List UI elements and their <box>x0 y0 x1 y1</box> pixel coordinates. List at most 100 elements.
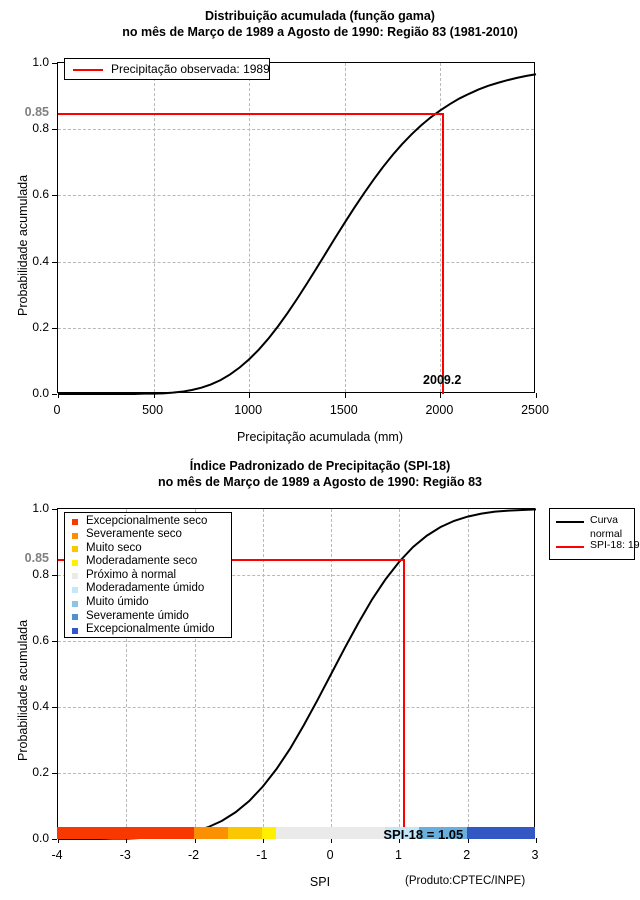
gridline-horizontal <box>58 575 534 576</box>
probability-marker-label-bottom: 0.85 <box>24 550 49 565</box>
x-tick-label: 0 <box>326 848 334 862</box>
y-tick <box>52 261 57 263</box>
legend-label-spi-observed: SPI-18: 1989 <box>590 539 640 551</box>
legend-swatch-5 <box>72 573 78 580</box>
x-tick-label: 0 <box>53 403 61 417</box>
legend-line-spi-observed <box>556 546 584 548</box>
y-tick <box>52 773 57 774</box>
x-tick <box>58 838 59 843</box>
y-tick-label: 0.8 <box>32 121 49 136</box>
legend-swatch-1 <box>72 519 78 525</box>
x-tick-label: -4 <box>51 848 63 862</box>
gridline-vertical <box>399 509 401 837</box>
y-tick <box>52 707 57 708</box>
y-tick-label: 0.2 <box>32 765 49 779</box>
y-tick-label: 1.0 <box>32 501 49 515</box>
chart-panel-spi: Índice Padronizado de Precipitação (SPI-… <box>0 450 640 900</box>
legend-label-classification: Excepcionalmente úmido <box>86 623 215 636</box>
gridline-horizontal <box>58 773 534 774</box>
legend-precipitation: Precipitação observada: 1989 <box>64 58 270 80</box>
colorbar-segment-2 <box>193 827 228 839</box>
legend-row-classification: Excepcionalmente úmido <box>65 623 231 638</box>
legend-swatch-8 <box>72 614 78 621</box>
x-tick <box>262 838 264 843</box>
x-tick <box>440 393 442 398</box>
chart-panel-precipitation: Distribuição acumulada (função gama) no … <box>0 8 640 444</box>
y-tick <box>52 839 57 840</box>
x-tick-label: 2500 <box>521 403 549 417</box>
legend-swatch-6 <box>72 586 78 593</box>
x-tick-label: -1 <box>256 848 268 862</box>
x-tick <box>58 393 59 398</box>
y-tick <box>52 641 57 642</box>
series-curve-precipitation <box>58 73 537 395</box>
legend-label-classification: Excepcionalmente seco <box>86 514 208 527</box>
legend-label-classification: Moderadamente seco <box>86 555 198 568</box>
x-tick <box>467 838 469 843</box>
x-tick <box>126 838 128 843</box>
x-tick <box>344 393 346 398</box>
colorbar-segment-7 <box>418 827 467 839</box>
colorbar-segment-3 <box>227 827 262 839</box>
gridline-vertical <box>344 63 346 392</box>
chart-title-precipitation: Distribuição acumulada (função gama) no … <box>0 8 640 40</box>
x-tick <box>331 838 333 843</box>
gridline-vertical <box>126 509 128 837</box>
legend-label-classification: Moderadamente úmido <box>86 582 205 595</box>
y-tick-label: 0.0 <box>32 386 49 400</box>
legend-line-observed <box>73 69 103 71</box>
legend-swatch-7 <box>72 600 78 607</box>
legend-label-observed: Precipitação observada: 1989 <box>111 62 270 76</box>
legend-row-classification: Severamente úmido <box>65 610 231 624</box>
x-tick <box>153 393 155 398</box>
spi-value-label: SPI-18 = 1.05 <box>383 827 464 842</box>
x-tick <box>249 393 251 398</box>
gridline-vertical <box>249 63 251 392</box>
probability-marker-label-top: 0.85 <box>24 104 49 119</box>
y-tick <box>52 63 57 64</box>
x-tick-label: 1 <box>394 848 402 862</box>
chart-title-line2: no mês de Março de 1989 a Agosto de 1990… <box>122 25 518 39</box>
legend-label-classification: Severamente úmido <box>86 609 189 622</box>
gridline-horizontal <box>58 641 534 642</box>
y-tick <box>52 129 57 131</box>
colorbar-segment-5 <box>275 827 385 839</box>
gridline-vertical <box>153 63 155 392</box>
observed-value-label: 2009.2 <box>423 373 462 387</box>
legend-row-classification: Excepcionalmente seco <box>65 515 231 529</box>
legend-row-classification: Próximo à normal <box>65 569 231 583</box>
chart-title-spi-line2: no mês de Março de 1989 a Agosto de 1990… <box>158 475 482 489</box>
y-tick-label: 0.6 <box>32 187 49 202</box>
legend-label-classification: Muito seco <box>86 541 142 554</box>
x-tick-label: 1000 <box>234 403 263 417</box>
gridline-vertical <box>467 509 469 837</box>
y-tick <box>52 575 57 576</box>
x-axis-title-spi: SPI <box>309 875 331 889</box>
gridline-horizontal <box>58 195 534 197</box>
y-tick-label: 0.6 <box>32 633 49 647</box>
legend-swatch-4 <box>72 559 78 566</box>
legend-label-normal: normal <box>590 528 623 540</box>
gridline-vertical <box>194 509 196 837</box>
plot-area-precipitation <box>52 62 537 398</box>
legend-label-classification: Muito úmido <box>86 596 149 609</box>
colorbar-segment-1 <box>57 827 194 839</box>
x-tick-label: 3 <box>531 848 539 862</box>
x-tick-label: 2000 <box>425 403 454 417</box>
x-tick-label: 1500 <box>329 403 358 417</box>
spi-value-line <box>402 558 405 839</box>
observed-probability-line <box>58 112 443 115</box>
gridline-vertical <box>440 63 442 392</box>
y-tick-label: 0.2 <box>32 319 49 334</box>
colorbar-segment-6 <box>384 827 419 839</box>
y-tick-label: 0.0 <box>32 831 49 845</box>
x-tick-label: -3 <box>119 848 131 862</box>
y-tick-label: 0.8 <box>32 567 49 581</box>
legend-row-classification: Moderadamente úmido <box>65 582 231 597</box>
observed-value-line <box>442 112 445 394</box>
y-tick <box>52 394 57 395</box>
x-tick <box>536 838 537 843</box>
legend-spi-curves: Curva normal SPI-18: 1989 <box>549 508 640 560</box>
chart-title-line1: Distribuição acumulada (função gama) <box>205 9 435 23</box>
x-tick <box>399 838 401 843</box>
